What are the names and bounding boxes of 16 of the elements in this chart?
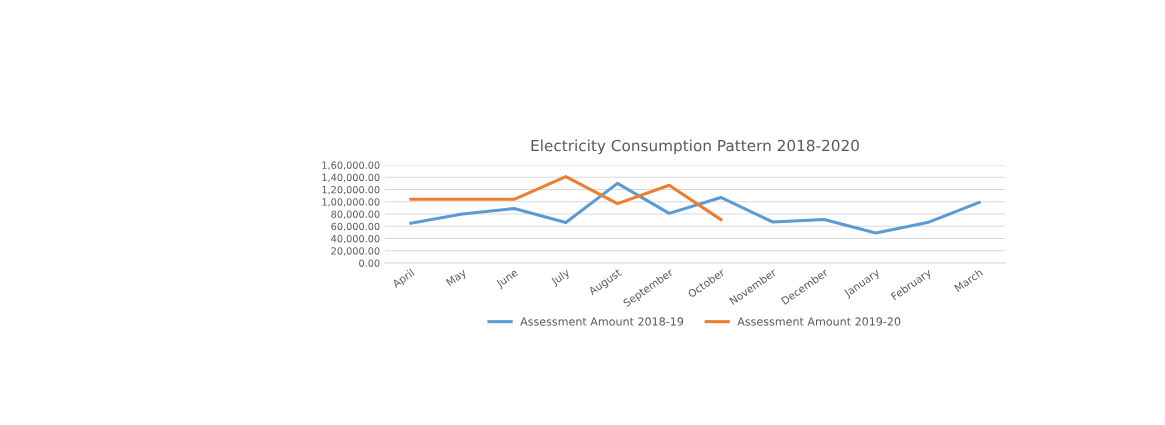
y-tick-label: 1,00,000.00	[322, 198, 380, 207]
y-tick-label: 1,60,000.00	[322, 161, 380, 170]
x-tick-label: July	[550, 268, 572, 288]
chart-title: Electricity Consumption Pattern 2018-2020	[531, 139, 859, 155]
line-series	[409, 175, 723, 222]
y-tick-label: 20,000.00	[331, 247, 380, 256]
x-tick-label: May	[445, 268, 469, 288]
line-series	[409, 181, 981, 235]
y-tick-label: 80,000.00	[331, 210, 380, 219]
y-tick-label: 1,40,000.00	[322, 173, 380, 183]
y-tick-label: 40,000.00	[331, 234, 380, 244]
y-tick-label: 60,000.00	[331, 222, 380, 232]
legend-label: Assessment Amount 2019-20	[737, 317, 901, 326]
y-tick-label: 1,20,000.00	[322, 185, 380, 195]
legend-label: Assessment Amount 2018-19	[520, 317, 684, 326]
y-tick-label: 0.00	[359, 259, 380, 267]
